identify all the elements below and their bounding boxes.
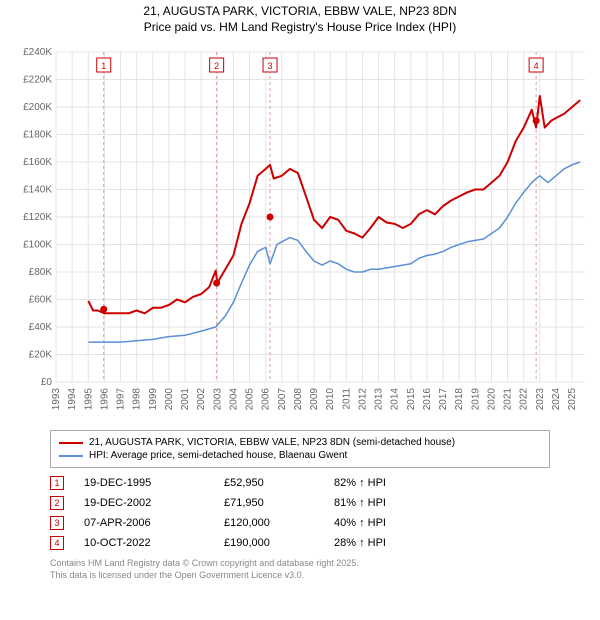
svg-text:£140K: £140K — [23, 185, 52, 196]
svg-text:1997: 1997 — [116, 388, 127, 411]
sale-marker-1: 1 — [50, 476, 64, 490]
legend-swatch-hpi — [59, 455, 83, 457]
svg-text:2017: 2017 — [438, 388, 449, 411]
svg-text:2006: 2006 — [261, 388, 272, 411]
svg-text:2020: 2020 — [486, 388, 497, 411]
svg-text:£0: £0 — [41, 377, 53, 388]
sales-table: 1 19-DEC-1995 £52,950 82% ↑ HPI 2 19-DEC-2002… — [50, 476, 550, 550]
sale-pct: 28% ↑ HPI — [334, 537, 434, 549]
svg-text:£220K: £220K — [23, 75, 52, 86]
sale-price: £120,000 — [224, 517, 314, 529]
svg-text:2025: 2025 — [567, 388, 578, 411]
svg-text:2023: 2023 — [535, 388, 546, 411]
sale-marker-4: 4 — [50, 536, 64, 550]
svg-text:2018: 2018 — [454, 388, 465, 411]
svg-text:1995: 1995 — [83, 388, 94, 411]
sale-price: £190,000 — [224, 537, 314, 549]
svg-text:3: 3 — [268, 61, 273, 71]
svg-text:1994: 1994 — [67, 388, 78, 411]
sale-price: £71,950 — [224, 497, 314, 509]
svg-text:£240K: £240K — [23, 47, 52, 58]
sale-pct: 40% ↑ HPI — [334, 517, 434, 529]
svg-text:2016: 2016 — [422, 388, 433, 411]
svg-text:2013: 2013 — [374, 388, 385, 411]
svg-text:2010: 2010 — [325, 388, 336, 411]
svg-text:1: 1 — [101, 61, 106, 71]
svg-text:2000: 2000 — [164, 388, 175, 411]
svg-text:4: 4 — [534, 61, 539, 71]
svg-text:2004: 2004 — [228, 388, 239, 411]
sale-marker-2: 2 — [50, 496, 64, 510]
svg-text:2015: 2015 — [406, 388, 417, 411]
svg-text:2022: 2022 — [519, 388, 530, 411]
svg-text:1993: 1993 — [51, 388, 62, 411]
footer-line-2: This data is licensed under the Open Gov… — [50, 570, 550, 582]
svg-text:2: 2 — [214, 61, 219, 71]
sale-date: 19-DEC-1995 — [84, 477, 204, 489]
svg-text:£120K: £120K — [23, 212, 52, 223]
sale-date: 07-APR-2006 — [84, 517, 204, 529]
svg-text:£20K: £20K — [29, 350, 53, 361]
svg-text:1999: 1999 — [148, 388, 159, 411]
svg-text:2001: 2001 — [180, 388, 191, 411]
svg-text:2003: 2003 — [212, 388, 223, 411]
legend-label-hpi: HPI: Average price, semi-detached house,… — [89, 450, 347, 461]
sales-row: 4 10-OCT-2022 £190,000 28% ↑ HPI — [50, 536, 550, 550]
svg-text:2007: 2007 — [277, 388, 288, 411]
sale-price: £52,950 — [224, 477, 314, 489]
sale-date: 10-OCT-2022 — [84, 537, 204, 549]
svg-text:2011: 2011 — [341, 388, 352, 410]
legend-swatch-property — [59, 442, 83, 444]
svg-text:2021: 2021 — [503, 388, 514, 411]
legend-label-property: 21, AUGUSTA PARK, VICTORIA, EBBW VALE, N… — [89, 437, 455, 448]
legend-item-property: 21, AUGUSTA PARK, VICTORIA, EBBW VALE, N… — [59, 437, 541, 448]
svg-text:1996: 1996 — [99, 388, 110, 411]
sale-date: 19-DEC-2002 — [84, 497, 204, 509]
sales-row: 3 07-APR-2006 £120,000 40% ↑ HPI — [50, 516, 550, 530]
svg-text:1998: 1998 — [132, 388, 143, 411]
svg-text:£60K: £60K — [29, 295, 53, 306]
svg-text:2009: 2009 — [309, 388, 320, 411]
svg-text:£180K: £180K — [23, 130, 52, 141]
svg-text:2024: 2024 — [551, 388, 562, 411]
sales-row: 1 19-DEC-1995 £52,950 82% ↑ HPI — [50, 476, 550, 490]
sale-pct: 82% ↑ HPI — [334, 477, 434, 489]
svg-text:2002: 2002 — [196, 388, 207, 411]
svg-text:2005: 2005 — [245, 388, 256, 411]
svg-text:£200K: £200K — [23, 102, 52, 113]
svg-text:£80K: £80K — [29, 267, 53, 278]
svg-text:2008: 2008 — [293, 388, 304, 411]
svg-text:£100K: £100K — [23, 240, 52, 251]
footer-attribution: Contains HM Land Registry data © Crown c… — [50, 558, 550, 581]
svg-text:£40K: £40K — [29, 322, 53, 333]
footer-line-1: Contains HM Land Registry data © Crown c… — [50, 558, 550, 570]
price-chart: £0 £20K £40K £60K £80K £100K £120K £140K £160K £1… — [10, 42, 590, 422]
legend-item-hpi: HPI: Average price, semi-detached house,… — [59, 450, 541, 461]
svg-text:2012: 2012 — [357, 388, 368, 411]
sale-pct: 81% ↑ HPI — [334, 497, 434, 509]
sale-marker-3: 3 — [50, 516, 64, 530]
sales-row: 2 19-DEC-2002 £71,950 81% ↑ HPI — [50, 496, 550, 510]
page-subtitle: Price paid vs. HM Land Registry's House … — [4, 20, 596, 34]
svg-text:2019: 2019 — [470, 388, 481, 411]
svg-text:£160K: £160K — [23, 157, 52, 168]
page-title: 21, AUGUSTA PARK, VICTORIA, EBBW VALE, N… — [4, 4, 596, 18]
svg-text:2014: 2014 — [390, 388, 401, 411]
legend: 21, AUGUSTA PARK, VICTORIA, EBBW VALE, N… — [50, 430, 550, 468]
